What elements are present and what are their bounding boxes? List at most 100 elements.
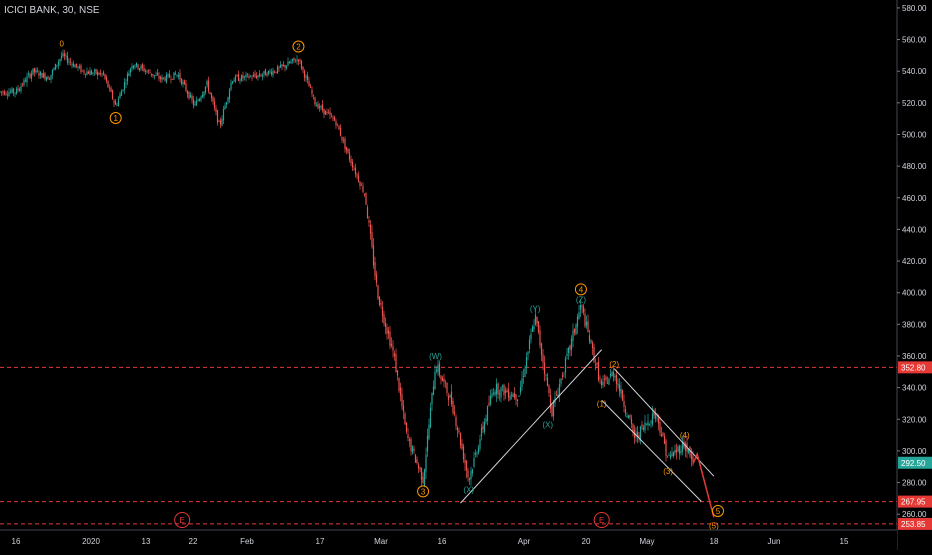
candle-body (420, 467, 423, 480)
candle-body (258, 73, 261, 76)
candle-body (110, 87, 112, 92)
candle-body (2, 91, 4, 93)
candle-body (273, 71, 276, 73)
y-tick-label: 580.00 (902, 4, 927, 13)
candle-body (201, 94, 204, 98)
candle-body (518, 395, 520, 397)
candle-body (233, 80, 235, 82)
candle-body (435, 370, 438, 372)
candle-body (500, 387, 502, 398)
candle-body (96, 72, 99, 76)
candle-body (602, 381, 604, 386)
candle-body (675, 449, 678, 453)
y-tick-label: 280.00 (902, 479, 927, 488)
y-tick-label: 320.00 (902, 415, 927, 424)
candle-body (623, 400, 625, 407)
candle-body (200, 96, 202, 101)
candle-body (552, 402, 555, 417)
wave-label: 0 (59, 39, 64, 48)
candle-body (387, 330, 390, 334)
candle-body (0, 91, 3, 93)
candle-body (477, 447, 480, 453)
candle-body (128, 72, 130, 76)
candle-body (566, 353, 568, 356)
candle-body (206, 81, 208, 86)
candle-body (491, 393, 493, 398)
trendline (613, 368, 715, 477)
candle-body (290, 61, 292, 64)
candle-body (450, 391, 453, 404)
candle-body (641, 424, 643, 427)
candle-body (146, 71, 148, 73)
candle-body (561, 375, 564, 377)
candle-body (551, 405, 553, 417)
candle-body (63, 53, 66, 57)
candle-body (666, 456, 669, 458)
candle-body (504, 390, 507, 393)
candle-body (179, 73, 181, 80)
x-tick-label: Mar (374, 537, 388, 546)
candle-body (282, 65, 285, 66)
candle-body (419, 467, 421, 470)
candle-body (135, 62, 138, 67)
candle-body (182, 82, 184, 85)
candle-body (344, 138, 346, 149)
candle-body (654, 412, 657, 419)
candle-body (522, 375, 525, 377)
y-tick-label: 420.00 (902, 257, 927, 266)
candle-body (542, 354, 544, 363)
candle-body (557, 394, 559, 398)
candle-body (408, 439, 411, 442)
candle-body (572, 330, 574, 341)
x-tick-label: 16 (12, 537, 21, 546)
candle-body (516, 399, 519, 402)
candle-body (392, 346, 394, 351)
candle-body (144, 70, 147, 72)
candle-body (99, 73, 102, 74)
candle-body (558, 384, 561, 396)
candle-body (137, 64, 139, 69)
candle-body (545, 374, 547, 376)
wave-circle (574, 283, 587, 296)
candle-body (482, 425, 484, 430)
candle-body (585, 321, 588, 326)
candle-body (107, 80, 109, 88)
candle-body (365, 192, 367, 205)
candle-body (653, 410, 655, 416)
candle-body (638, 435, 640, 439)
candle-body (48, 78, 51, 80)
candle-body (33, 68, 36, 73)
candle-body (453, 411, 456, 415)
candle-body (563, 373, 565, 375)
candle-body (35, 70, 37, 73)
candle-body (188, 92, 190, 99)
candle-body (221, 119, 223, 126)
candle-body (9, 91, 12, 93)
candle-body (318, 106, 321, 108)
candle-body (51, 70, 54, 76)
candle-body (321, 104, 324, 111)
candle-body (393, 353, 396, 356)
candle-body (579, 305, 582, 310)
wave-label: 4 (579, 285, 584, 294)
candle-body (473, 457, 475, 467)
candle-body (249, 76, 252, 78)
candle-body (89, 70, 91, 76)
candle-body (153, 75, 156, 76)
x-tick-label: 15 (840, 537, 849, 546)
candle-body (167, 74, 169, 76)
candle-body (524, 368, 526, 377)
candle-body (152, 74, 154, 76)
candle-body (294, 61, 297, 63)
projection (692, 451, 715, 518)
wave-label: 1 (113, 114, 118, 123)
candle-body (314, 97, 316, 105)
candle-body (515, 394, 517, 400)
candle-body (404, 413, 406, 425)
candle-body (231, 81, 234, 84)
candle-body (57, 61, 60, 66)
candle-body (204, 86, 207, 93)
candle-body (210, 93, 213, 99)
